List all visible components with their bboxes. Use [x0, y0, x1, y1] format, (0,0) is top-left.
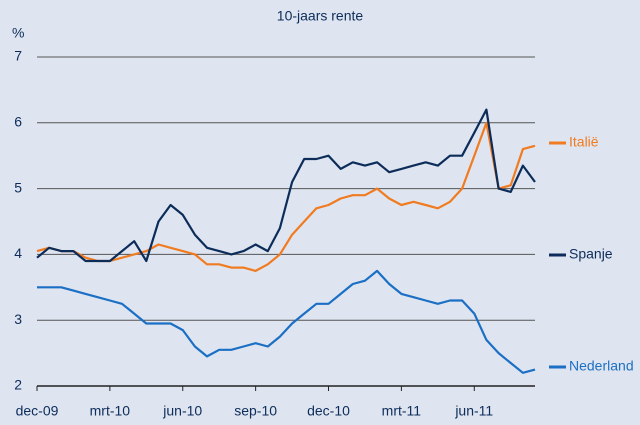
chart-title: 10-jaars rente — [277, 8, 364, 24]
y-tick-label: 7 — [14, 48, 22, 64]
y-tick-label: 6 — [14, 114, 22, 130]
x-tick-label: dec-09 — [16, 403, 59, 419]
line-series — [36, 108, 536, 263]
y-tick-label: 5 — [14, 179, 22, 195]
x-tick-label: mrt-11 — [382, 403, 422, 419]
legend-label: Italië — [569, 134, 599, 150]
line-series — [37, 269, 536, 374]
x-tick-label: mrt-10 — [90, 403, 131, 419]
y-axis-label: % — [12, 25, 24, 41]
y-tick-label: 4 — [14, 245, 22, 261]
x-tick-label: jun-10 — [162, 403, 202, 419]
line-series — [36, 121, 536, 272]
legend-label: Nederland — [569, 358, 634, 374]
y-tick-label: 3 — [14, 311, 22, 327]
x-tick-label: jun-11 — [454, 403, 493, 419]
y-tick-label: 2 — [14, 377, 22, 393]
x-tick-label: sep-10 — [234, 403, 277, 419]
x-tick-label: dec-10 — [307, 403, 350, 419]
legend-label: Spanje — [569, 246, 613, 262]
